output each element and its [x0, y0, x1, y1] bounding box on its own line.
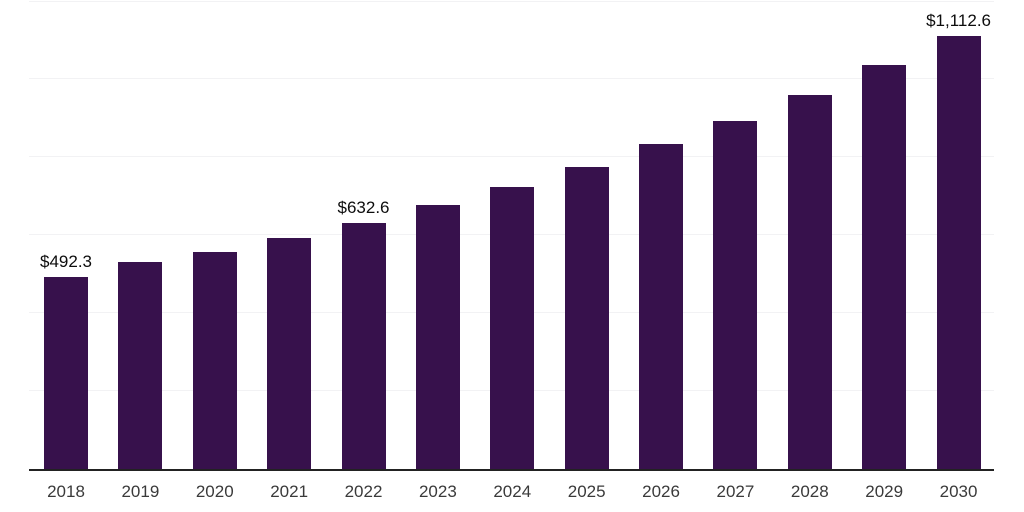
bar-2030 [936, 35, 981, 469]
x-tick-label-2029: 2029 [865, 482, 904, 501]
bar-2022 [341, 222, 386, 469]
x-tick-label-2023: 2023 [418, 482, 457, 501]
x-tick-label-2018: 2018 [47, 482, 85, 501]
x-tick-label-2030: 2030 [939, 482, 978, 501]
bar-2027 [713, 121, 758, 469]
x-tick-label-2026: 2026 [642, 482, 680, 501]
x-tick-label-2021: 2021 [270, 482, 309, 501]
bar-2023 [415, 205, 460, 469]
x-tick-label-2020: 2020 [195, 482, 234, 501]
x-tick-label-2027: 2027 [716, 482, 755, 501]
x-axis: 2018 2019 2020 2021 2022 2023 2024 2025 2026 2027… [0, 482, 1024, 504]
bar-2020 [192, 251, 237, 469]
bar-2019 [118, 262, 163, 469]
bar-2029 [862, 65, 907, 469]
gridline [29, 78, 994, 80]
x-axis-line [29, 469, 994, 471]
bar-2024 [490, 186, 535, 469]
bar-2026 [639, 144, 684, 469]
x-tick-label-2028: 2028 [790, 482, 829, 501]
x-tick-label-2019: 2019 [121, 482, 160, 501]
x-tick-label-2024: 2024 [493, 482, 532, 501]
x-tick-label-2022: 2022 [344, 482, 383, 501]
data-label-2030: $1,112.6 [926, 10, 992, 30]
gridline [29, 156, 994, 158]
bar-2025 [564, 166, 609, 469]
data-label-2018: $492.3 [40, 252, 92, 272]
bar-2018 [44, 277, 88, 469]
bar-2021 [267, 238, 312, 469]
bar-2028 [787, 94, 832, 469]
x-tick-label-2025: 2025 [567, 482, 606, 501]
gridline [29, 0, 994, 2]
plot-area: $492.3 $632.6 $1,112.6 [29, 0, 994, 471]
data-label-2022: $632.6 [337, 197, 390, 217]
